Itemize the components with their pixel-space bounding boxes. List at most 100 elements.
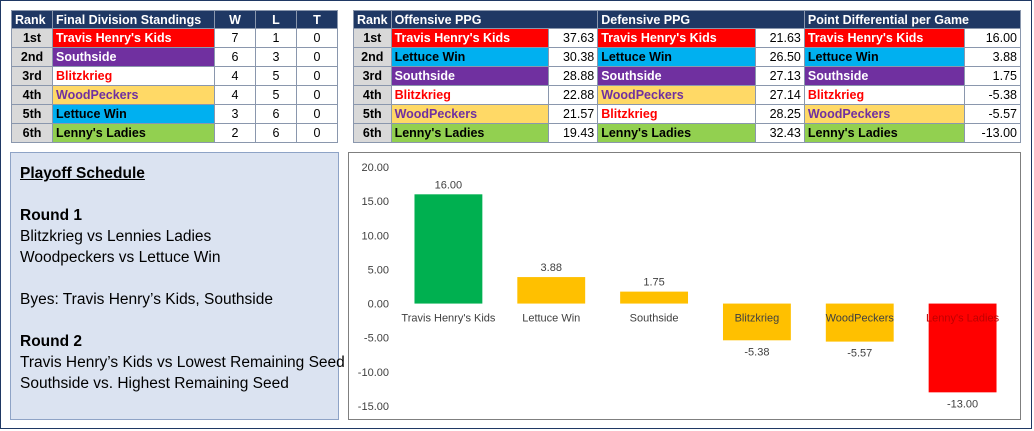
data-label: -5.57 — [847, 348, 872, 360]
category-label: Travis Henry's Kids — [401, 313, 495, 325]
def-value-cell: 28.25 — [754, 104, 805, 124]
round1-game: Blitzkrieg vs Lennies Ladies — [20, 228, 212, 245]
off-team-cell: Travis Henry's Kids — [390, 28, 550, 48]
off-team-cell: Lettuce Win — [390, 47, 550, 67]
standings-header-row: Rank Final Division Standings W L T — [11, 10, 338, 29]
standings-row: 6th Lenny's Ladies 2 6 0 — [11, 123, 338, 143]
bar — [722, 303, 791, 341]
standings-wins-cell: 2 — [214, 123, 256, 143]
standings-wins-cell: 7 — [214, 28, 256, 48]
standings-ties-cell: 0 — [296, 85, 338, 105]
point-differential-chart: 20.00 15.00 10.00 5.00 0.00 -5.00 -10.00 -15.00… — [348, 152, 1021, 420]
bar-chart-svg: 20.00 15.00 10.00 5.00 0.00 -5.00 -10.00 -15.00… — [358, 162, 1000, 413]
standings-losses-cell: 3 — [255, 47, 297, 67]
category-label: Blitzkrieg — [735, 313, 780, 325]
standings-row: 4th WoodPeckers 4 5 0 — [11, 85, 338, 105]
y-tick-label: -10.00 — [358, 367, 389, 379]
bar — [928, 303, 997, 393]
off-value-cell: 21.57 — [548, 104, 599, 124]
round2-title: Round 2 — [20, 333, 82, 350]
standings-losses-cell: 5 — [255, 85, 297, 105]
off-value-cell: 19.43 — [548, 123, 599, 143]
byes-line: Byes: Travis Henry’s Kids, Southside — [20, 291, 273, 308]
round2-game: Southside vs. Highest Remaining Seed — [20, 375, 289, 392]
playoff-schedule-panel: Playoff Schedule Round 1 Blitzkrieg vs L… — [10, 152, 345, 420]
def-value-cell: 21.63 — [754, 28, 805, 48]
standings-rank-cell: 4th — [11, 85, 53, 105]
standings-rank-cell: 2nd — [11, 47, 53, 67]
def-team-cell: Lenny's Ladies — [597, 123, 756, 143]
bar — [620, 291, 689, 304]
standings-losses-cell: 1 — [255, 28, 297, 48]
standings-row: 3rd Blitzkrieg 4 5 0 — [11, 66, 338, 86]
off-value-cell: 30.38 — [548, 47, 599, 67]
stats-header-row: Rank Offensive PPG Defensive PPG Point D… — [353, 10, 1022, 29]
standings-team-header: Final Division Standings — [52, 10, 215, 29]
standings-rank-cell: 6th — [11, 123, 53, 143]
standings-ties-cell: 0 — [296, 28, 338, 48]
y-tick-label: 20.00 — [361, 162, 389, 174]
diff-value-cell: 1.75 — [964, 66, 1021, 86]
data-label: 1.75 — [643, 277, 664, 289]
standings-losses-cell: 6 — [255, 104, 297, 124]
data-label: -13.00 — [947, 398, 978, 410]
y-tick-label: 10.00 — [361, 230, 389, 242]
def-value-cell: 32.43 — [754, 123, 805, 143]
standings-team-cell: WoodPeckers — [52, 85, 215, 105]
standings-rank-cell: 1st — [11, 28, 53, 48]
off-value-cell: 28.88 — [548, 66, 599, 86]
def-team-cell: Southside — [597, 66, 756, 86]
data-label: 16.00 — [435, 179, 463, 191]
diff-team-cell: Blitzkrieg — [803, 85, 966, 105]
standings-rank-cell: 5th — [11, 104, 53, 124]
standings-wins-cell: 3 — [214, 104, 256, 124]
def-team-cell: Travis Henry's Kids — [597, 28, 756, 48]
standings-team-cell: Southside — [52, 47, 215, 67]
diff-team-cell: Southside — [803, 66, 966, 86]
standings-team-cell: Lenny's Ladies — [52, 123, 215, 143]
y-tick-label: -15.00 — [358, 401, 389, 413]
standings-wins-cell: 6 — [214, 47, 256, 67]
standings-rank-header: Rank — [11, 10, 53, 29]
y-tick-label: 0.00 — [368, 299, 389, 311]
y-tick-label: -5.00 — [364, 333, 389, 345]
standings-row: 1st Travis Henry's Kids 7 1 0 — [11, 28, 338, 48]
bar — [825, 303, 894, 342]
standings-team-cell: Blitzkrieg — [52, 66, 215, 86]
off-team-cell: WoodPeckers — [390, 104, 550, 124]
diff-value-cell: 3.88 — [964, 47, 1021, 67]
standings-losses-cell: 6 — [255, 123, 297, 143]
y-tick-label: 5.00 — [368, 264, 389, 276]
standings-ties-cell: 0 — [296, 66, 338, 86]
round1-title: Round 1 — [20, 207, 82, 224]
def-value-cell: 26.50 — [754, 47, 805, 67]
stats-row: 3rd Southside 28.88 Southside 27.13 Southside… — [353, 66, 1021, 86]
round2-game: Travis Henry’s Kids vs Lowest Remaining … — [20, 354, 345, 371]
def-team-cell: Blitzkrieg — [597, 104, 756, 124]
stats-row: 6th Lenny's Ladies 19.43 Lenny's Ladies 32.4… — [353, 123, 1021, 143]
standings-ties-header: T — [296, 10, 338, 29]
stats-rank-cell: 4th — [353, 85, 392, 105]
standings-table: Rank Final Division Standings W L T 1st T… — [11, 10, 338, 143]
def-value-cell: 27.13 — [754, 66, 805, 86]
diff-team-cell: Lenny's Ladies — [803, 123, 966, 143]
defensive-ppg-header: Defensive PPG — [597, 10, 805, 29]
diff-team-cell: Travis Henry's Kids — [803, 28, 966, 48]
diff-team-cell: WoodPeckers — [803, 104, 966, 124]
data-label: 3.88 — [541, 262, 562, 274]
category-label: Lettuce Win — [522, 313, 580, 325]
offensive-ppg-header: Offensive PPG — [390, 10, 599, 29]
stats-rank-cell: 6th — [353, 123, 392, 143]
bar — [414, 194, 483, 304]
stats-rank-cell: 1st — [353, 28, 392, 48]
stats-row: 4th Blitzkrieg 22.88 WoodPeckers 27.14 Blitzk… — [353, 85, 1021, 105]
standings-ties-cell: 0 — [296, 47, 338, 67]
data-label: -5.38 — [744, 346, 769, 358]
category-label: Lenny's Ladies — [926, 313, 1000, 325]
standings-wins-header: W — [214, 10, 256, 29]
standings-losses-header: L — [255, 10, 297, 29]
off-value-cell: 37.63 — [548, 28, 599, 48]
off-team-cell: Southside — [390, 66, 550, 86]
standings-losses-cell: 5 — [255, 66, 297, 86]
